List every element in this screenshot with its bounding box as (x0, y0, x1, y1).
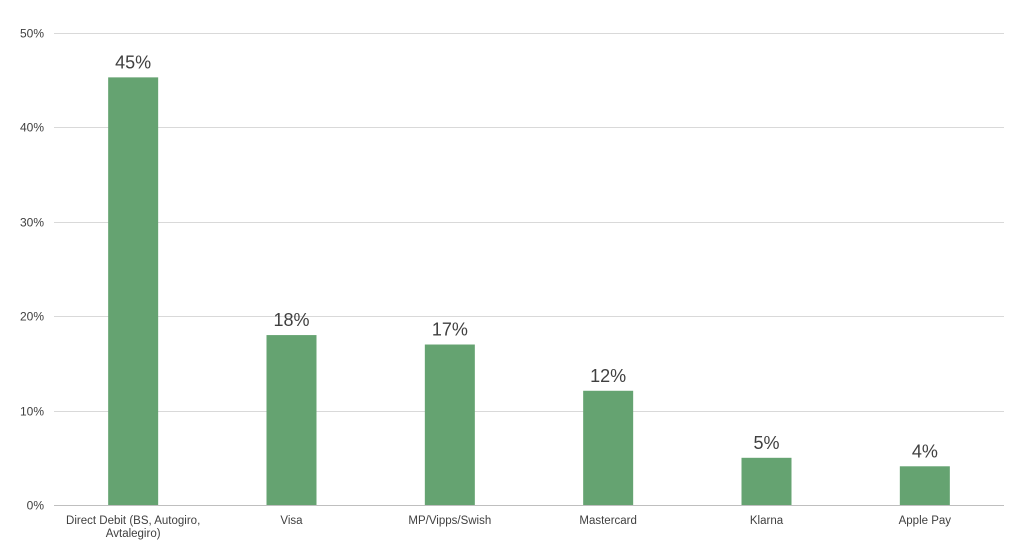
data-label: 12% (590, 366, 626, 386)
data-label: 45% (115, 52, 151, 72)
bar (583, 390, 634, 505)
data-labels: 45% 18% 17% 12% 5% 4% (115, 52, 938, 461)
bars (108, 77, 950, 506)
data-label: 5% (753, 433, 779, 453)
bar (266, 335, 317, 505)
category-label: Avtalegiro) (106, 528, 161, 540)
y-tick-label: 40% (20, 121, 44, 135)
y-tick-label: 10% (20, 405, 44, 419)
bar (899, 466, 950, 505)
category-label: Visa (280, 515, 303, 527)
gridlines (54, 33, 1004, 506)
bar (741, 457, 792, 505)
category-label: Klarna (750, 515, 784, 527)
y-tick-label: 50% (20, 27, 44, 41)
y-tick-label: 0% (27, 499, 45, 513)
bar (108, 77, 159, 506)
data-label: 4% (912, 441, 938, 461)
y-tick-label: 20% (20, 310, 44, 324)
x-axis-category-labels: Direct Debit (BS, Autogiro,Avtalegiro) Vi… (66, 515, 951, 540)
category-label: Apple Pay (899, 515, 952, 527)
category-label: Direct Debit (BS, Autogiro, (66, 515, 200, 527)
category-label: Mastercard (579, 515, 637, 527)
data-label: 18% (273, 310, 309, 330)
y-tick-label: 30% (20, 216, 44, 230)
data-label: 17% (432, 320, 468, 340)
y-axis-tick-labels: 0% 10% 20% 30% 40% 50% (20, 27, 44, 513)
bar (424, 344, 475, 505)
category-label: MP/Vipps/Swish (408, 515, 491, 527)
